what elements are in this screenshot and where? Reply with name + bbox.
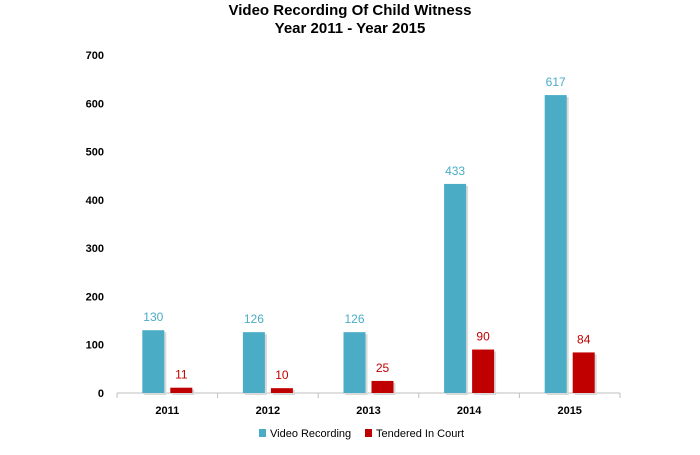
chart-title: Video Recording Of Child Witness: [228, 2, 472, 19]
legend-swatch-tendered-in-court: [365, 429, 372, 437]
bar-tendered-in-court: [472, 349, 495, 393]
data-label: 130: [143, 310, 163, 324]
x-tick-label: 2011: [155, 405, 179, 417]
x-tick-label: 2014: [457, 405, 482, 417]
data-label: 11: [175, 368, 188, 382]
bar-video-recording: [444, 183, 467, 393]
y-tick-label: 400: [86, 195, 104, 207]
bar-video-recording: [343, 332, 366, 393]
y-tick-label: 100: [86, 340, 104, 352]
y-tick-label: 200: [86, 291, 104, 303]
x-tick-label: 2013: [356, 405, 380, 417]
y-tick-label: 600: [86, 98, 104, 110]
bar-tendered-in-court: [572, 352, 595, 393]
bar-video-recording: [242, 332, 265, 393]
y-tick-label: 0: [98, 388, 104, 400]
y-tick-label: 700: [86, 50, 104, 62]
legend-label: Tendered In Court: [376, 428, 464, 440]
legend-label: Video Recording: [270, 428, 351, 440]
legend-swatch-video-recording: [259, 429, 266, 437]
chart-subtitle: Year 2011 - Year 2015: [274, 20, 426, 37]
bar-tendered-in-court: [170, 387, 193, 393]
data-label: 25: [376, 361, 390, 375]
data-label: 10: [275, 368, 289, 382]
bar-tendered-in-court: [371, 380, 394, 393]
data-label: 126: [244, 312, 264, 326]
bar-video-recording: [142, 330, 165, 393]
data-label: 90: [476, 330, 490, 344]
y-tick-label: 500: [86, 147, 104, 159]
x-tick-label: 2012: [256, 405, 280, 417]
x-tick-label: 2015: [557, 405, 581, 417]
data-label: 617: [546, 75, 566, 89]
data-label: 126: [344, 312, 364, 326]
y-tick-label: 300: [86, 243, 104, 255]
data-label: 84: [577, 332, 591, 346]
bar-video-recording: [544, 95, 567, 393]
data-label: 433: [445, 164, 465, 178]
bar-tendered-in-court: [270, 388, 293, 393]
